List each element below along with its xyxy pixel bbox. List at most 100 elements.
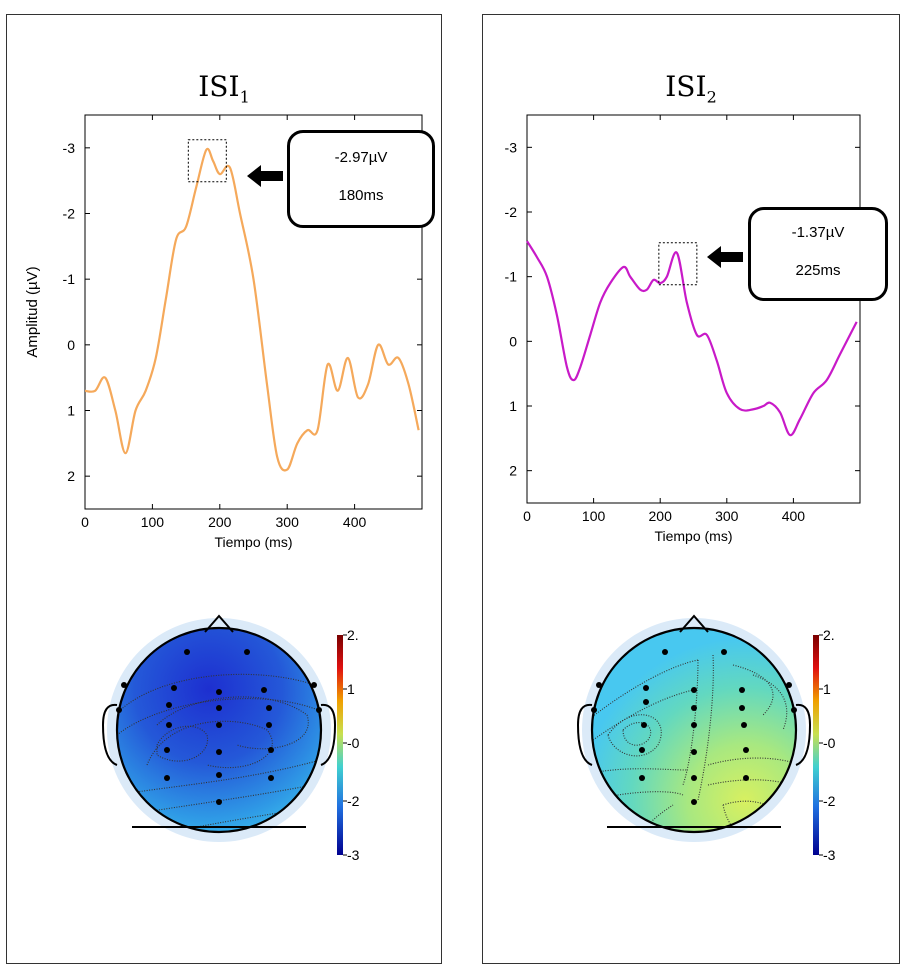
nose-icon — [679, 614, 709, 633]
electrode-dot — [691, 687, 697, 693]
colorbar — [337, 635, 343, 855]
colorbar-tick-label: 2. — [347, 627, 359, 643]
y-tick-label: 1 — [509, 398, 517, 414]
contour-line — [146, 720, 273, 769]
electrode-dot — [184, 649, 190, 655]
colorbar-tick-label: 1 — [823, 681, 831, 697]
y-tick-label: -1 — [63, 271, 76, 287]
head-outline — [115, 626, 323, 834]
colorbar-tick-label: -0 — [823, 735, 836, 751]
arrow-icon — [247, 165, 283, 187]
left-ear-icon — [101, 703, 118, 766]
x-tick-label: 0 — [523, 508, 531, 524]
electrode-dot — [691, 749, 697, 755]
topomap-isi2: 2. 1 -0 -2 -3 — [576, 614, 836, 863]
contour-line — [117, 754, 321, 796]
electrode-dot — [643, 699, 649, 705]
panel-isi1: ISI1 0 100 200 300 400 -3 -2 -1 0 1 2 Tiempo (ms) Am… — [6, 14, 442, 964]
electrode-dot — [164, 775, 170, 781]
electrode-dot — [591, 707, 597, 713]
electrode-dot — [316, 707, 322, 713]
electrode-dot — [166, 702, 172, 708]
electrode-dot — [268, 747, 274, 753]
electrode-dot — [739, 705, 745, 711]
electrode-dot — [743, 775, 749, 781]
contour-line — [622, 722, 651, 746]
x-tick-label: 200 — [649, 508, 673, 524]
y-tick-label: 1 — [67, 403, 75, 419]
y-tick-label: 0 — [509, 333, 517, 349]
head-fill — [117, 628, 321, 832]
peak-latency: 225ms — [795, 262, 841, 279]
electrode-dot — [639, 747, 645, 753]
y-tick-label: -2 — [63, 206, 76, 222]
title-sub: 2 — [706, 87, 717, 107]
electrode-dot — [216, 689, 222, 695]
x-tick-label: 400 — [343, 514, 367, 530]
electrode-dot — [266, 705, 272, 711]
electrode-dot — [216, 772, 222, 778]
electrode-dot — [641, 722, 647, 728]
x-axis-label: Tiempo (ms) — [654, 528, 732, 544]
electrode-dot — [739, 687, 745, 693]
electrode-dot — [791, 707, 797, 713]
colorbar-tick-label: -2 — [347, 793, 360, 809]
peak-amplitude: -1.37µV — [791, 224, 845, 241]
colorbar-tick-label: -3 — [347, 847, 360, 863]
electrode-dot — [216, 749, 222, 755]
y-tick-label: -2 — [505, 204, 518, 220]
topomap-isi1: 2. 1 -0 -2 -3 — [101, 614, 360, 863]
electrode-dot — [266, 722, 272, 728]
electrode-dot — [171, 685, 177, 691]
electrode-dot — [662, 649, 668, 655]
electrode-dot — [216, 722, 222, 728]
x-tick-label: 200 — [208, 514, 232, 530]
electrode-dot — [268, 775, 274, 781]
electrode-dot — [639, 775, 645, 781]
contour-line — [117, 698, 321, 736]
peak-callout-isi2: -1.37µV 225ms — [748, 207, 888, 301]
contour-line — [682, 659, 699, 786]
title-main: ISI — [665, 70, 707, 103]
x-tick-label: 300 — [715, 508, 739, 524]
contour-line — [607, 714, 662, 757]
x-tick-label: 100 — [582, 508, 606, 524]
electrode-dot — [691, 705, 697, 711]
contour-line — [156, 725, 209, 762]
electrode-dot — [166, 722, 172, 728]
peak-latency: 180ms — [338, 187, 384, 204]
y-tick-label: -1 — [505, 269, 518, 285]
contour-line — [592, 689, 694, 741]
contour-line — [707, 757, 796, 771]
peak-callout-isi1: -2.97µV 180ms — [287, 130, 435, 228]
erp-series-line — [526, 240, 858, 437]
electrode-dot — [786, 682, 792, 688]
peak-amplitude: -2.97µV — [334, 149, 388, 166]
right-ear-icon — [795, 703, 812, 766]
electrode-dot — [691, 775, 697, 781]
electrode-dot — [721, 649, 727, 655]
y-tick-label: -3 — [63, 140, 76, 156]
contour-line — [732, 664, 774, 716]
nose-icon — [204, 614, 234, 633]
y-tick-label: -3 — [505, 139, 518, 155]
panel-isi2: ISI2 0 100 200 300 400 -3 -2 -1 0 1 2 Tiempo (ms) -… — [482, 14, 900, 964]
colorbar — [813, 635, 819, 855]
contour-line — [592, 659, 699, 721]
colorbar-tick-label: -3 — [823, 847, 836, 863]
electrode-dot — [261, 687, 267, 693]
left-ear-icon — [576, 703, 593, 766]
electrode-dot — [596, 682, 602, 688]
electrode-dot — [216, 705, 222, 711]
right-ear-icon — [320, 703, 337, 766]
electrode-dot — [121, 682, 127, 688]
electrode-dot — [311, 682, 317, 688]
erp-chart-isi2: 0 100 200 300 400 -3 -2 -1 0 1 2 Tiempo (ms) — [505, 114, 861, 544]
electrode-dot — [164, 747, 170, 753]
contour-line — [752, 674, 788, 731]
panel-title-isi2: ISI2 — [483, 70, 899, 107]
plot-frame — [526, 114, 861, 504]
x-tick-label: 100 — [141, 514, 165, 530]
title-sub: 1 — [239, 87, 250, 107]
plot-frame — [84, 114, 423, 510]
